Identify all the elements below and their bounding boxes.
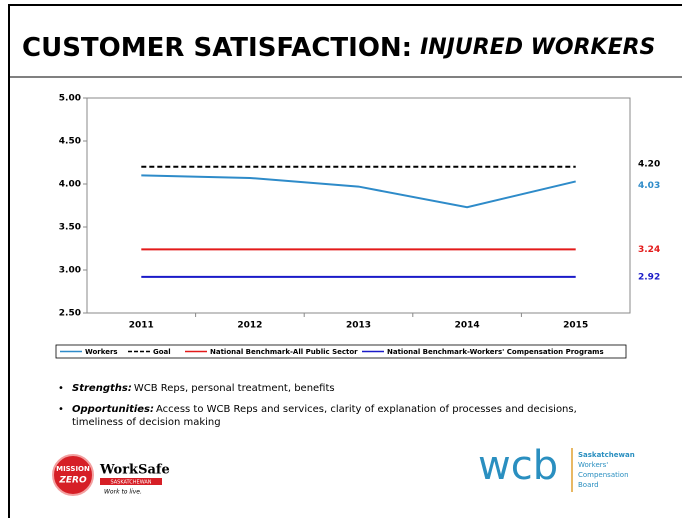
y-tick-label: 2.50 — [59, 309, 81, 319]
logo-worksafe: WorkSafe SASKATCHEWAN Work to live. — [99, 463, 170, 496]
logo-wcb: wcb Saskatchewan Workers' Compensation B… — [478, 443, 635, 492]
x-tick-label: 2013 — [346, 321, 371, 331]
value-label: 4.03 — [638, 181, 660, 191]
x-tick-label: 2011 — [129, 321, 154, 331]
legend-label: Goal — [153, 348, 171, 356]
x-tick-label: 2015 — [563, 321, 588, 331]
value-label: 2.92 — [638, 272, 660, 282]
bullets: • Strengths: WCB Reps, personal treatment… — [58, 383, 577, 428]
logo-text: Workers' — [578, 461, 608, 469]
value-label: 4.20 — [638, 159, 660, 169]
bullet-1: Strengths: WCB Reps, personal treatment, … — [72, 383, 335, 394]
plot-frame — [86, 97, 631, 314]
legend-label: National Benchmark-Workers' Compensation… — [387, 348, 604, 356]
logo-text: MISSION — [56, 465, 90, 473]
legend-label: National Benchmark-All Public Sector — [210, 348, 358, 356]
bullet: • — [58, 404, 64, 415]
y-tick-label: 4.50 — [59, 137, 81, 147]
logo-text: ZERO — [58, 476, 87, 486]
logo-mission-zero: MISSION ZERO — [52, 454, 94, 496]
title: CUSTOMER SATISFACTION: INJURED WORKERS — [22, 33, 655, 63]
y-tick-label: 3.50 — [59, 223, 81, 233]
bullet: • — [58, 383, 64, 394]
legend-box — [55, 344, 627, 359]
series-line — [141, 174, 576, 209]
logo-text: Board — [578, 481, 599, 489]
logo-text: Work to live. — [104, 489, 142, 496]
x-tick-label: 2012 — [237, 321, 262, 331]
logo-text: Saskatchewan — [578, 451, 635, 459]
logo-bar — [100, 478, 162, 485]
logo-text: SASKATCHEWAN — [110, 480, 151, 486]
y-tick-label: 5.00 — [59, 94, 81, 104]
bullet-2: Opportunities: Access to WCB Reps and ser… — [72, 404, 577, 415]
y-tick-label: 3.00 — [59, 266, 81, 276]
logo-text: Compensation — [578, 471, 629, 479]
logo-text: WorkSafe — [99, 463, 170, 478]
value-label: 3.24 — [638, 245, 660, 255]
y-tick-label: 4.00 — [59, 180, 81, 190]
x-tick-label: 2014 — [455, 321, 480, 331]
legend-label: Workers — [85, 348, 118, 356]
logo-circle — [52, 454, 94, 496]
logo-text: wcb — [478, 443, 558, 489]
bullet-2-cont: timeliness of decision making — [72, 417, 221, 428]
